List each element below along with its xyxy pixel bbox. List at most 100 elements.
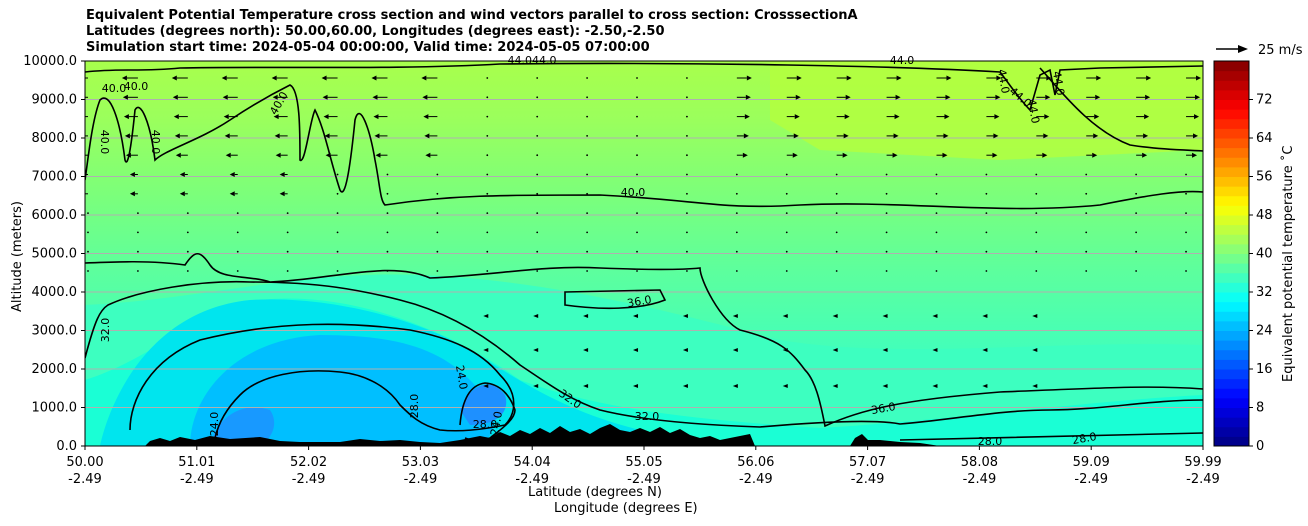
colorbar-band (1214, 311, 1249, 322)
wind-vector (486, 212, 489, 215)
wind-vector (536, 115, 539, 118)
wind-vector-head (994, 114, 1000, 120)
wind-vector-head (633, 384, 639, 388)
contour-label: 40.0 (98, 130, 111, 155)
wind-vector (885, 270, 888, 272)
colorbar-band (1214, 118, 1249, 129)
wind-vector-head (175, 152, 181, 158)
wind-vector (137, 231, 139, 234)
wind-vector (87, 231, 89, 234)
wind-vector (1185, 231, 1187, 234)
y-tick-label: 0.0 (56, 439, 77, 454)
colorbar-band (1214, 282, 1249, 293)
x-tick-label-lon: -2.49 (963, 472, 997, 487)
wind-vector (636, 192, 638, 195)
contour-label: 40.0 (124, 80, 149, 93)
contour-32 (85, 280, 1203, 428)
wind-vector-head (129, 191, 135, 197)
colorbar-tick-label: 48 (1256, 208, 1273, 223)
wind-vector (686, 77, 688, 79)
wind-vector (536, 154, 539, 157)
y-axis-label: Altitude (meters) (10, 201, 25, 312)
colorbar-band (1214, 138, 1249, 149)
wind-vector (236, 212, 239, 215)
wind-vector (1185, 250, 1187, 253)
wind-vector (1035, 192, 1038, 195)
wind-vector-head (932, 348, 938, 352)
wind-vector (336, 270, 339, 272)
wind-vector (586, 250, 589, 253)
wind-vector (835, 270, 838, 272)
x-axis: 50.00 -2.49 51.01 -2.49 52.02 -2.49 53.03 -2.49… (66, 446, 1222, 487)
wind-vector-head (682, 348, 688, 352)
wind-vector-head (782, 384, 788, 388)
wind-vector (985, 270, 988, 272)
colorbar-band (1214, 234, 1249, 245)
wind-vector-head (844, 114, 850, 120)
wind-vector (536, 135, 539, 137)
wind-vector-head (1146, 75, 1152, 81)
wind-vector (137, 270, 139, 272)
wind-vector-head (179, 191, 185, 197)
wind-vector-head (483, 384, 489, 388)
wind-vector (835, 212, 838, 215)
wind-vector-head (1096, 75, 1102, 81)
x-tick-label-lat: 59.09 (1073, 455, 1110, 470)
x-axis-label: Latitude (degrees N) (528, 485, 662, 500)
contour-label: 44.0 (1025, 98, 1042, 124)
wind-vector (636, 115, 638, 118)
wind-vector (586, 270, 589, 272)
wind-vector-head (732, 314, 738, 318)
wind-vector (236, 231, 239, 234)
colorbar-tick-label: 72 (1256, 93, 1273, 108)
chart-title: Equivalent Potential Temperature cross s… (86, 8, 858, 23)
wind-vector-head (422, 94, 428, 100)
wind-vector (236, 270, 239, 272)
wind-vector (835, 173, 838, 176)
quiver-key-label: 25 m/s (1258, 43, 1303, 58)
wind-vector-head (1046, 75, 1052, 81)
wind-vector (386, 212, 389, 215)
wind-vector-head (746, 75, 752, 81)
wind-vector-head (1095, 94, 1101, 100)
wind-vector (586, 135, 589, 137)
terrain (145, 424, 940, 446)
colorbar-band (1214, 166, 1249, 177)
wind-vector-head (982, 384, 988, 388)
wind-vector (286, 231, 289, 234)
wind-vector (536, 212, 539, 215)
wind-vector (486, 192, 489, 195)
x-tick-label-lat: 56.06 (737, 455, 774, 470)
colorbar-band (1214, 70, 1249, 81)
wind-vector (785, 270, 788, 272)
wind-vector (336, 231, 339, 234)
wind-vector-head (222, 94, 228, 100)
wind-vector-head (425, 152, 431, 158)
colorbar-band (1214, 109, 1249, 120)
wind-vector-head (882, 384, 888, 388)
wind-vector (1185, 192, 1187, 195)
colorbar-band (1214, 253, 1249, 264)
wind-vector (636, 231, 638, 234)
colorbar-band (1214, 80, 1249, 91)
wind-vector-head (533, 384, 539, 388)
wind-vector (1035, 250, 1038, 253)
wind-vector (236, 250, 239, 253)
wind-vector (436, 250, 439, 253)
wind-vector-head (272, 94, 278, 100)
colorbar-band (1214, 301, 1249, 312)
wind-vector-head (992, 152, 998, 158)
x-tick-label-lat: 57.07 (849, 455, 886, 470)
colorbar-band (1214, 388, 1249, 399)
wind-vector (636, 154, 638, 157)
wind-vector (186, 250, 189, 253)
x-tick-label-lon: -2.49 (180, 472, 214, 487)
contour-lines (85, 62, 1203, 442)
wind-vector-head (682, 314, 688, 318)
wind-vector-head (942, 152, 948, 158)
cold-pool-24-west (210, 407, 275, 446)
wind-vector-head (371, 75, 377, 81)
wind-vector (436, 192, 439, 195)
wind-vector (985, 250, 988, 253)
wind-vector (935, 270, 938, 272)
